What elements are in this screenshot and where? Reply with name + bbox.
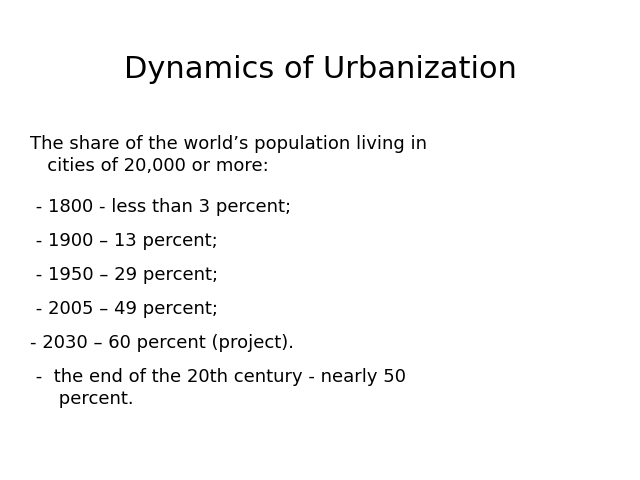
Text: Dynamics of Urbanization: Dynamics of Urbanization [124,55,516,84]
Text: - 1950 – 29 percent;: - 1950 – 29 percent; [30,266,218,284]
Text: - 1900 – 13 percent;: - 1900 – 13 percent; [30,232,218,250]
Text: The share of the world’s population living in
   cities of 20,000 or more:: The share of the world’s population livi… [30,135,427,175]
Text: -  the end of the 20th century - nearly 50
     percent.: - the end of the 20th century - nearly 5… [30,368,406,408]
Text: - 2005 – 49 percent;: - 2005 – 49 percent; [30,300,218,318]
Text: - 2030 – 60 percent (project).: - 2030 – 60 percent (project). [30,334,294,352]
Text: - 1800 - less than 3 percent;: - 1800 - less than 3 percent; [30,198,291,216]
